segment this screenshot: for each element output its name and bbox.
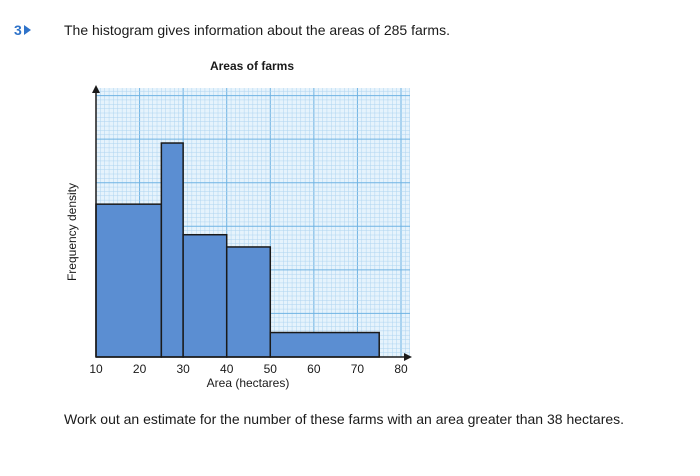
histogram-bar xyxy=(95,203,163,358)
x-tick-label: 40 xyxy=(220,362,234,376)
axes xyxy=(92,85,412,361)
x-tick-label: 50 xyxy=(264,362,278,376)
question-task: Work out an estimate for the number of t… xyxy=(64,411,625,427)
histogram-bars xyxy=(95,142,380,358)
histogram-bar xyxy=(269,331,380,358)
x-tick-label: 70 xyxy=(351,362,365,376)
histogram-bar xyxy=(225,246,272,358)
question-number-label: 3 xyxy=(14,22,22,38)
x-axis-arrow-icon xyxy=(404,353,412,361)
x-tick-label: 80 xyxy=(394,362,408,376)
histogram-bar xyxy=(160,142,184,358)
x-tick-label: 20 xyxy=(133,362,147,376)
chart-title: Areas of farms xyxy=(210,59,294,73)
question-intro: The histogram gives information about th… xyxy=(64,22,450,38)
x-tick-label: 10 xyxy=(89,362,103,376)
x-tick-label: 30 xyxy=(176,362,190,376)
question-number: 3 xyxy=(14,22,31,38)
y-axis-arrow-icon xyxy=(92,85,100,93)
histogram-bar xyxy=(182,233,228,358)
x-tick-labels: 10 20 30 40 50 60 70 80 xyxy=(89,362,408,376)
x-tick-label: 60 xyxy=(307,362,321,376)
x-axis-label: Area (hectares) xyxy=(207,376,290,390)
play-arrow-icon xyxy=(23,25,31,35)
y-axis-label: Frequency density xyxy=(65,183,79,281)
